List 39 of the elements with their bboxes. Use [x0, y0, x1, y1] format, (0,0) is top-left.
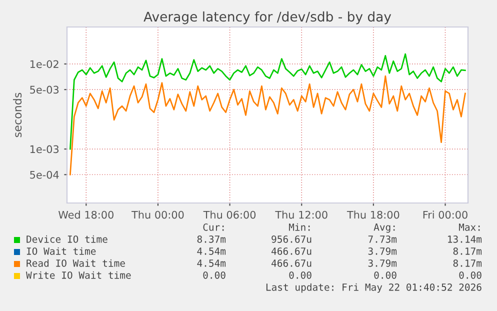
legend-label: Write IO Wait time [26, 271, 131, 279]
y-tick-label: 1e-02 [30, 60, 58, 68]
x-tick-label: Thu 12:00 [275, 210, 328, 219]
text: 3.79m [368, 259, 397, 267]
legend-label: Device IO time [26, 235, 108, 243]
chart-title: Average latency for /dev/sdb - by day [144, 11, 392, 24]
text: 0.00 [203, 271, 226, 279]
y-tick-label: 5e-03 [30, 86, 59, 94]
x-tick-label: Thu 06:00 [203, 210, 256, 219]
text: 956.67u [272, 235, 312, 243]
text: 8.17m [453, 259, 482, 267]
text: Cur: [203, 223, 224, 231]
text: 8.37m [197, 235, 226, 243]
y-tick-label: 5e-04 [30, 170, 59, 179]
text: 4.54m [197, 248, 226, 255]
legend-label: IO Wait time [26, 247, 96, 255]
text: Max: [458, 224, 480, 231]
text: 0.00 [374, 271, 396, 279]
x-tick-label: Fri 00:00 [423, 210, 468, 219]
text: 466.67u [272, 247, 312, 255]
text: Avg: [374, 224, 395, 233]
line-series [69, 53, 466, 150]
line-series [69, 75, 466, 176]
x-tick-label: Thu 18:00 [346, 210, 400, 219]
y-tick-label: 1e-03 [30, 145, 59, 154]
text: 4.54m [197, 260, 226, 267]
text: 0.00 [459, 271, 482, 279]
text: 466.67u [272, 259, 312, 267]
y-axis-title: seconds [13, 92, 22, 138]
text: 8.17m [453, 247, 482, 255]
text: 13.14m [448, 235, 482, 243]
legend-label: Read IO Wait time [26, 259, 125, 267]
text: Last update: Fri May 22 01:40:52 2026 [266, 283, 482, 293]
text: Min: [288, 223, 310, 231]
text: 3.79m [368, 247, 397, 255]
text: 7.73m [368, 235, 397, 243]
x-tick-label: Wed 18:00 [58, 210, 114, 219]
text: 0.00 [289, 271, 312, 279]
x-tick-label: Thu 00:00 [131, 210, 184, 219]
